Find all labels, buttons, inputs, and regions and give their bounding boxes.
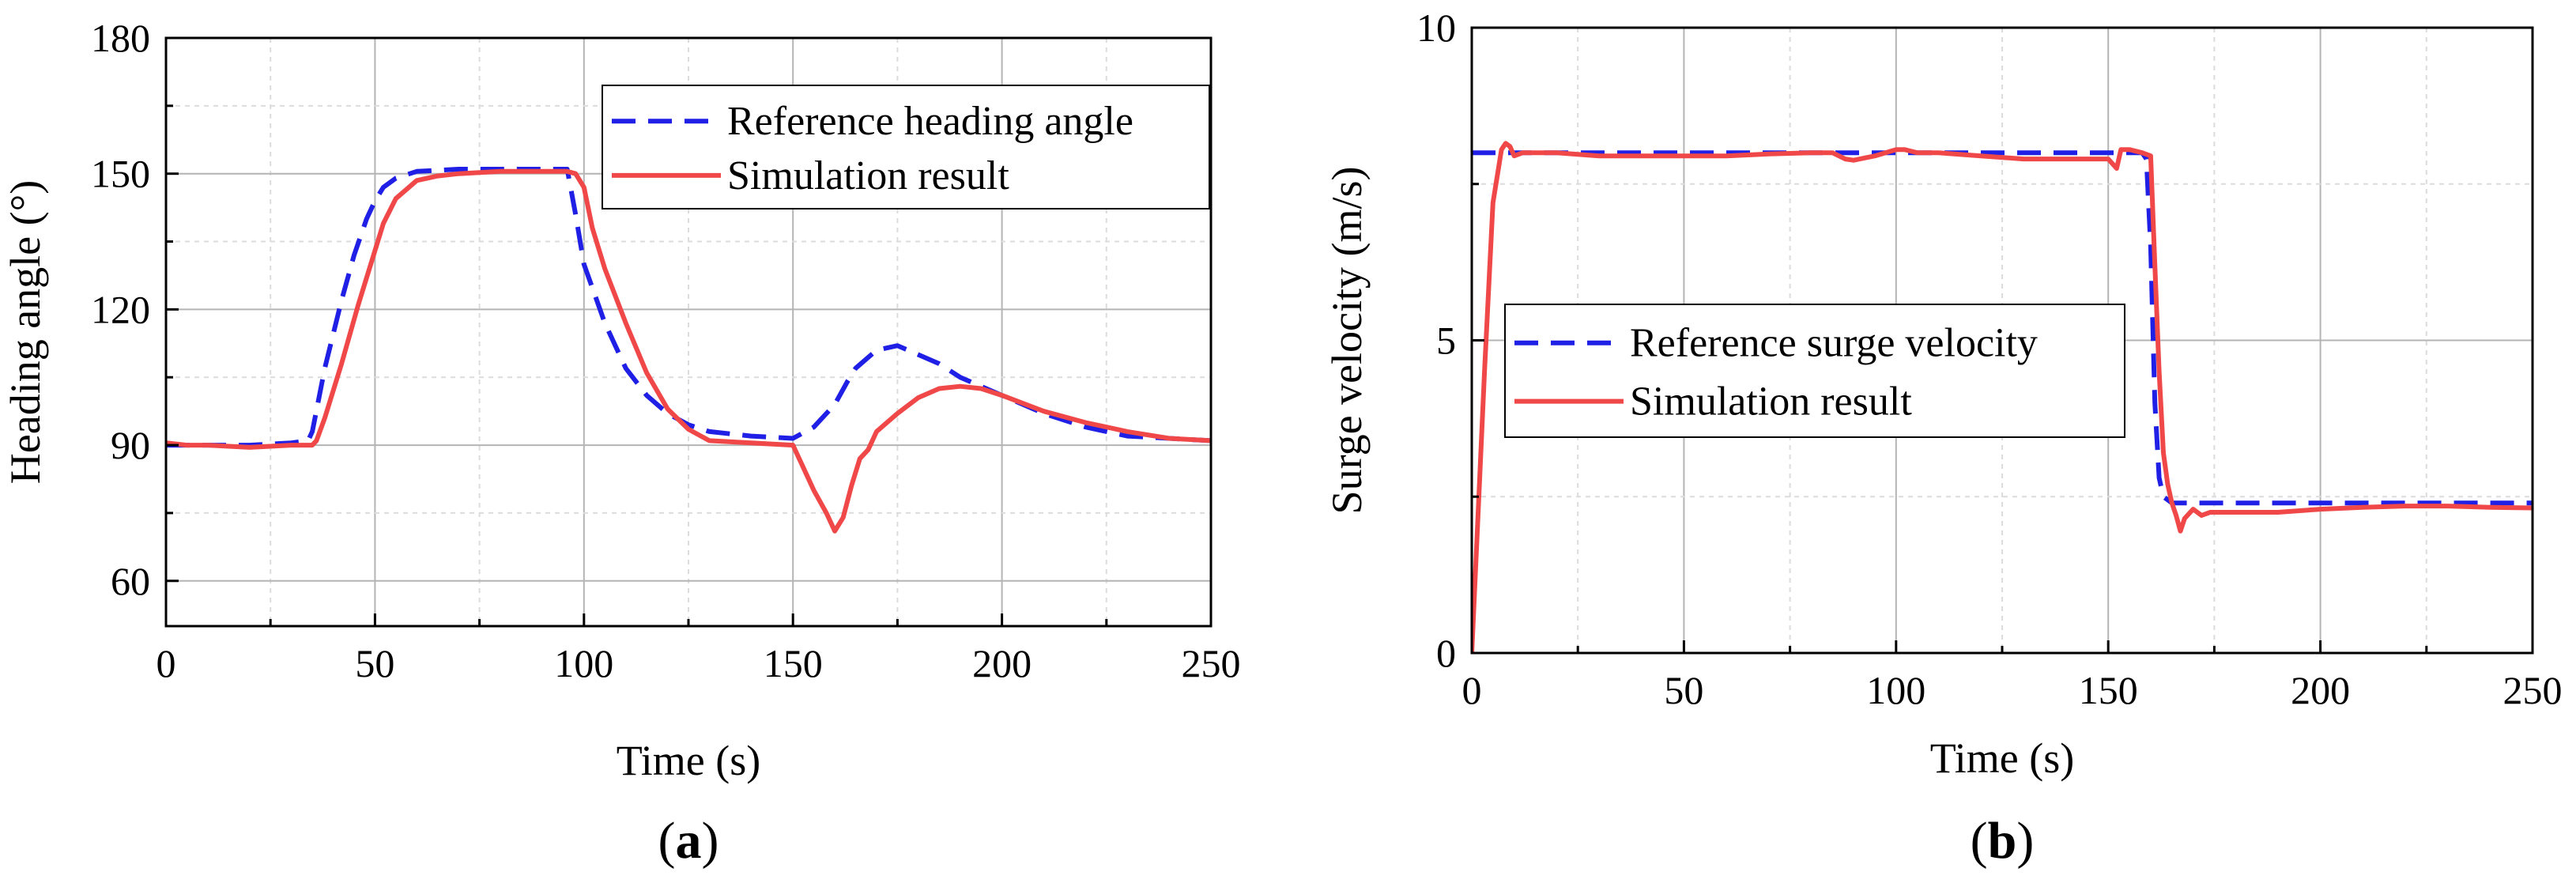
chart-a-panel-close-paren: ) (702, 812, 719, 870)
chart-a-ylabel: Heading angle (°) (2, 180, 49, 484)
chart-a-panel-letter: a (676, 812, 702, 870)
chart-b-legend-label: Reference surge velocity (1630, 321, 2038, 366)
x-tick-label: 100 (1866, 668, 1925, 712)
y-tick-label: 5 (1436, 319, 1456, 363)
chart-a-legend-label: Simulation result (727, 153, 1009, 198)
y-tick-label: 120 (91, 287, 150, 331)
x-tick-label: 200 (972, 641, 1032, 685)
chart-b-legend: Reference surge velocity Simulation resul… (1504, 304, 2125, 438)
chart-a-series-reference-line (166, 167, 1211, 448)
chart-a-series (166, 167, 1211, 534)
x-tick-label: 150 (2079, 668, 2138, 712)
chart-b-xlabel: Time (s) (1930, 734, 2075, 782)
chart-a-ticks: 0 50 100 150 200 250 60 90 120 150 180 (91, 16, 1241, 685)
y-tick-label: 60 (111, 559, 150, 603)
chart-a-series-simulation-line (166, 168, 1211, 534)
x-tick-label: 50 (355, 641, 394, 685)
x-tick-label: 100 (554, 641, 613, 685)
chart-b-panel-open-paren: ( (1971, 812, 1988, 870)
chart-a: 0 50 100 150 200 250 60 90 120 150 180 Time (s) He… (2, 16, 1241, 870)
y-tick-label: 10 (1416, 6, 1456, 50)
x-tick-label: 250 (1182, 641, 1241, 685)
chart-b-panel-letter: b (1988, 812, 2017, 870)
chart-a-legend: Reference heading angle Simulation result (602, 85, 1210, 209)
chart-a-legend-label: Reference heading angle (727, 99, 1133, 144)
chart-b-ticks: 0 50 100 150 200 250 0 5 10 (1416, 6, 2563, 712)
chart-b-panel-close-paren: ) (2016, 812, 2034, 870)
x-tick-label: 200 (2291, 668, 2350, 712)
y-tick-label: 150 (91, 152, 150, 196)
x-tick-label: 150 (764, 641, 823, 685)
chart-b-legend-box (1504, 304, 2125, 438)
chart-b-series-simulation-line (1472, 141, 2533, 653)
chart-b-series (1472, 141, 2533, 653)
x-tick-label: 0 (1462, 668, 1482, 712)
chart-b: 0 50 100 150 200 250 0 5 10 Time (s) Surge veloc… (1323, 6, 2563, 870)
x-tick-label: 0 (157, 641, 176, 685)
chart-b-ylabel: Surge velocity (m/s) (1323, 167, 1371, 515)
chart-a-xlabel: Time (s) (617, 737, 761, 784)
x-tick-label: 250 (2503, 668, 2563, 712)
chart-b-legend-label: Simulation result (1630, 379, 1912, 425)
chart-a-panel-label: (a) (658, 812, 719, 870)
x-tick-label: 50 (1664, 668, 1703, 712)
chart-a-legend-box (602, 85, 1210, 209)
chart-a-panel-open-paren: ( (658, 812, 676, 870)
y-tick-label: 180 (91, 16, 150, 60)
chart-b-panel-label: (b) (1971, 812, 2035, 870)
y-tick-label: 90 (111, 423, 150, 467)
y-tick-label: 0 (1436, 631, 1456, 675)
